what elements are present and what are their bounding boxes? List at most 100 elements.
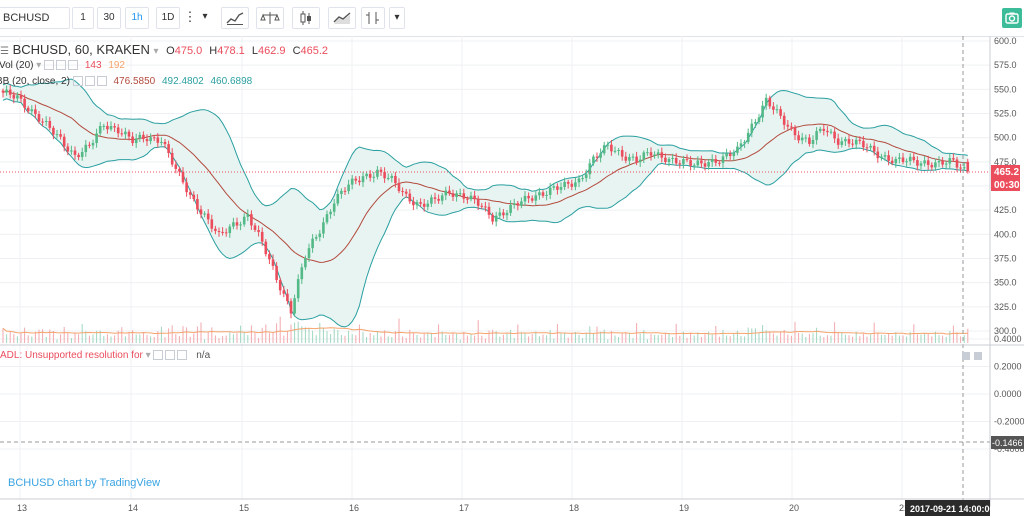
- interval-1d-button[interactable]: 1D: [156, 7, 180, 29]
- interval-30-button[interactable]: 30: [97, 7, 121, 29]
- series-menu-icon[interactable]: ☰: [0, 46, 9, 57]
- volume-bar: [416, 334, 418, 343]
- candle: [368, 170, 372, 182]
- volume-bar: [769, 331, 771, 343]
- adl-label[interactable]: ADL: Unsupported resolution for: [0, 350, 143, 361]
- price-tick-label: 475.0: [994, 157, 1017, 167]
- volume-bar: [301, 326, 303, 343]
- bollinger-settings-icon[interactable]: [84, 76, 95, 87]
- volume-bar: [2, 328, 4, 343]
- candle: [325, 210, 329, 225]
- candle: [937, 156, 941, 168]
- adl-remove-icon[interactable]: [177, 350, 188, 361]
- volume-bar: [45, 336, 47, 343]
- volume-visibility-icon[interactable]: [44, 60, 55, 71]
- price-tick-label: 550.0: [994, 84, 1017, 94]
- volume-bar: [459, 339, 461, 343]
- interval-1h-button[interactable]: 1h: [125, 7, 149, 29]
- more-intervals-icon[interactable]: ⋮: [183, 7, 197, 29]
- price-tick-label: 375.0: [994, 254, 1017, 264]
- candle: [91, 139, 95, 150]
- candle: [264, 238, 268, 257]
- volume-bar: [823, 337, 825, 343]
- drawing-icon[interactable]: [361, 7, 385, 29]
- candles-icon[interactable]: [292, 7, 320, 29]
- volume-bar: [924, 333, 926, 343]
- volume-bar: [607, 339, 609, 343]
- adl-tick-label: -0.2000: [994, 417, 1024, 427]
- candle: [1, 88, 5, 98]
- candle: [948, 153, 952, 169]
- volume-bar: [967, 328, 969, 343]
- adl-visibility-icon[interactable]: [153, 350, 164, 361]
- volume-bar: [596, 326, 598, 343]
- volume-bar: [657, 335, 659, 343]
- candle: [138, 131, 142, 143]
- candle: [757, 114, 761, 125]
- volume-bar: [146, 335, 148, 343]
- volume-bar: [654, 334, 656, 343]
- volume-bar: [538, 336, 540, 343]
- volume-bar: [517, 324, 519, 343]
- volume-label[interactable]: Vol (20): [0, 60, 34, 71]
- candle: [437, 194, 440, 204]
- candle: [862, 136, 865, 151]
- watermark-link[interactable]: BCHUSD chart by TradingView: [8, 477, 161, 489]
- volume-bar: [639, 333, 641, 343]
- camera-icon[interactable]: [1002, 8, 1022, 28]
- volume-bar: [704, 334, 706, 343]
- bollinger-visibility-icon[interactable]: [72, 76, 83, 87]
- line-style-icon[interactable]: [328, 7, 356, 29]
- candle: [361, 171, 365, 188]
- symbol-search-input[interactable]: BCHUSD: [0, 7, 70, 29]
- volume-dropdown-icon[interactable]: ▾: [36, 60, 42, 71]
- main-title[interactable]: BCHUSD, 60, KRAKEN: [12, 42, 150, 57]
- candle: [462, 188, 466, 204]
- volume-bar: [524, 332, 526, 343]
- compare-icon[interactable]: [256, 7, 284, 29]
- candle: [52, 125, 55, 140]
- volume-bar: [49, 329, 51, 343]
- volume-bar: [877, 332, 879, 343]
- volume-bar: [193, 333, 195, 343]
- volume-bar: [178, 336, 180, 343]
- volume-bar: [182, 326, 184, 343]
- volume-settings-icon[interactable]: [56, 60, 67, 71]
- candle: [102, 123, 106, 131]
- volume-bar: [196, 326, 198, 343]
- candle: [149, 133, 152, 145]
- crosshair-time-label: 2017-09-21 14:00:00: [910, 504, 995, 514]
- candle: [314, 234, 318, 241]
- style-dropdown-icon[interactable]: ▾: [389, 7, 405, 29]
- candle: [642, 150, 646, 164]
- volume-bar: [600, 331, 602, 343]
- candle: [858, 136, 862, 145]
- candle: [293, 294, 296, 317]
- legend-dropdown-icon[interactable]: ▾: [153, 46, 159, 57]
- volume-bar: [888, 333, 890, 343]
- interval-dropdown-icon[interactable]: ▾: [197, 7, 213, 29]
- indicators-icon[interactable]: [221, 7, 249, 29]
- candle: [790, 122, 793, 131]
- adl-settings-icon[interactable]: [165, 350, 176, 361]
- volume-bar: [20, 333, 22, 343]
- volume-remove-icon[interactable]: [68, 60, 79, 71]
- adl-dropdown-icon[interactable]: ▾: [145, 350, 151, 361]
- candle: [689, 155, 692, 171]
- volume-bar: [394, 330, 396, 343]
- volume-bar: [369, 332, 371, 343]
- volume-bar: [402, 336, 404, 343]
- bollinger-remove-icon[interactable]: [96, 76, 107, 87]
- volume-bar: [189, 336, 191, 343]
- volume-bar: [168, 328, 170, 343]
- candle: [844, 136, 847, 147]
- candle: [5, 85, 8, 96]
- volume-bar: [430, 332, 432, 343]
- volume-bar: [574, 331, 576, 343]
- candle: [876, 146, 880, 163]
- interval-1-button[interactable]: 1: [72, 7, 94, 29]
- bollinger-label[interactable]: BB (20, close, 2): [0, 76, 70, 87]
- candle: [80, 147, 84, 161]
- candle: [541, 190, 545, 198]
